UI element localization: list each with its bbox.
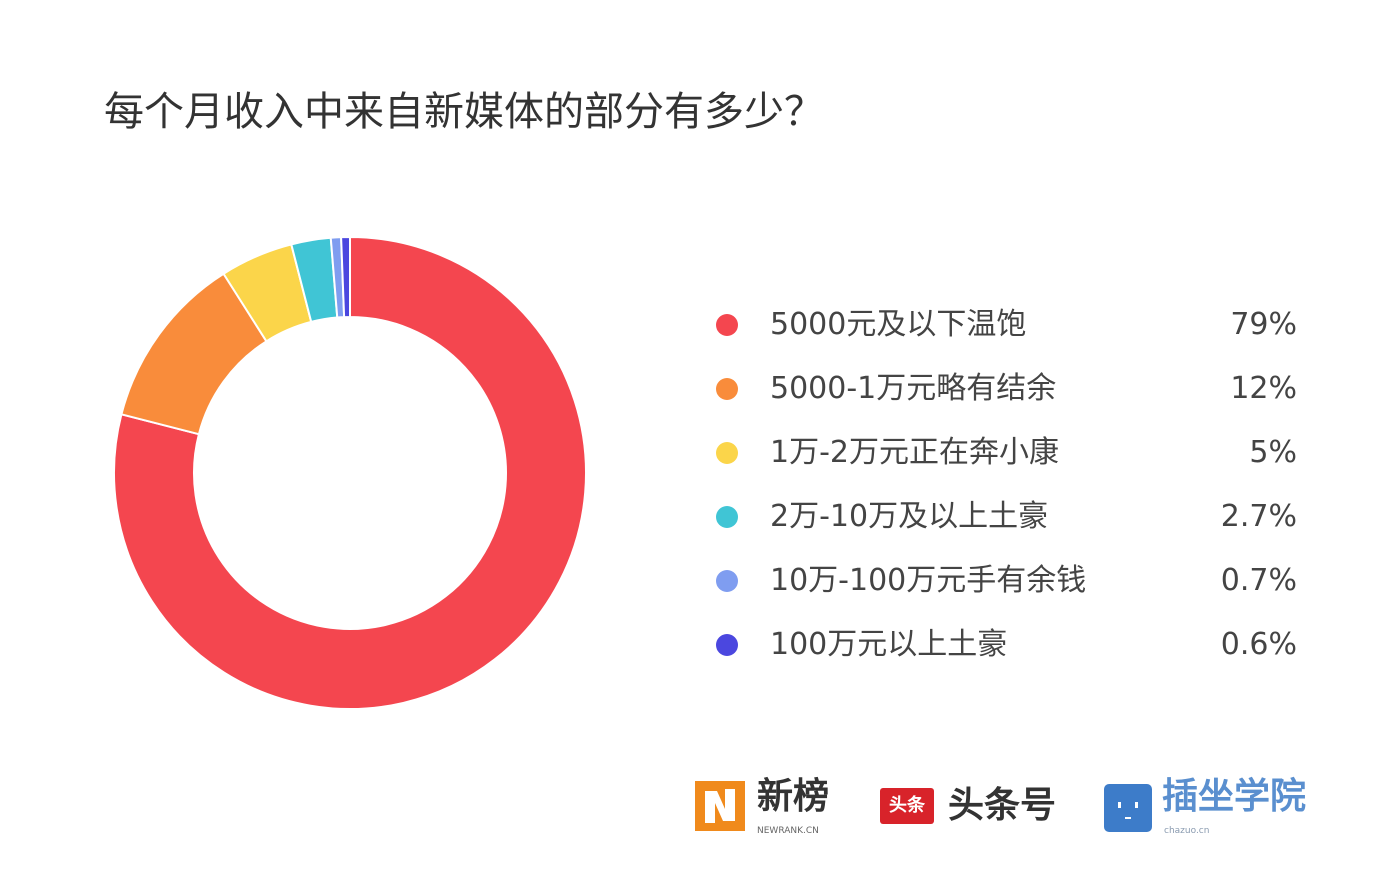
legend-item: 5000元及以下温饱 79%	[712, 305, 1297, 345]
legend-value: 0.6%	[1220, 627, 1297, 662]
newrank-logo-icon	[695, 781, 745, 831]
donut-chart	[113, 235, 587, 710]
legend-swatch	[716, 442, 738, 464]
legend-value: 79%	[1230, 307, 1297, 342]
logo-newrank: 新榜 NEWRANK.CN	[695, 776, 855, 846]
legend-label: 5000元及以下温饱	[770, 307, 1027, 342]
legend-swatch	[716, 506, 738, 528]
legend-item: 5000-1万元略有结余 12%	[712, 369, 1297, 409]
legend-value: 12%	[1230, 371, 1297, 406]
donut-slice-0	[113, 235, 587, 710]
legend-value: 5%	[1249, 435, 1297, 470]
legend-swatch	[716, 314, 738, 336]
donut-slice-5	[340, 235, 351, 319]
logo-chazuo: 插坐学院 chazuo.cn	[1104, 776, 1334, 846]
logo-toutiao: 头条 头条号	[880, 776, 1080, 846]
legend-label: 2万-10万及以上土豪	[770, 499, 1049, 534]
legend-label: 5000-1万元略有结余	[770, 371, 1057, 406]
legend-item: 2万-10万及以上土豪 2.7%	[712, 497, 1297, 537]
toutiao-logo-icon: 头条	[880, 788, 934, 824]
legend-label: 100万元以上土豪	[770, 627, 1008, 662]
legend-item: 10万-100万元手有余钱 0.7%	[712, 561, 1297, 601]
legend-value: 2.7%	[1220, 499, 1297, 534]
legend-swatch	[716, 634, 738, 656]
legend-label: 10万-100万元手有余钱	[770, 563, 1087, 598]
legend-item: 100万元以上土豪 0.6%	[712, 625, 1297, 665]
legend-value: 0.7%	[1220, 563, 1297, 598]
legend-label: 1万-2万元正在奔小康	[770, 435, 1059, 470]
chazuo-logo-icon	[1104, 784, 1152, 832]
legend-item: 1万-2万元正在奔小康 5%	[712, 433, 1297, 473]
legend-swatch	[716, 570, 738, 592]
chart-title: 每个月收入中来自新媒体的部分有多少？	[104, 89, 824, 135]
legend-swatch	[716, 378, 738, 400]
